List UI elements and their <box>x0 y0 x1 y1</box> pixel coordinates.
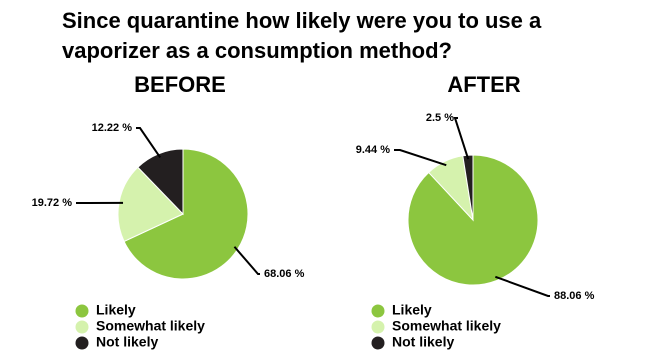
pie-slice <box>123 148 249 280</box>
legend-swatch <box>75 304 89 318</box>
leader-line <box>453 117 470 160</box>
data-label: 68.06 % <box>264 268 305 280</box>
leader-line <box>495 275 550 297</box>
leader-line <box>136 127 161 159</box>
data-label: 12.22 % <box>92 122 133 134</box>
data-label: 88.06 % <box>554 290 595 302</box>
data-label: 19.72 % <box>32 197 73 209</box>
legend-label: Not likely <box>392 334 454 350</box>
legend-label: Likely <box>96 302 136 318</box>
legend-label: Somewhat likely <box>96 318 205 334</box>
legend-swatch <box>371 304 385 318</box>
legend-swatch <box>75 336 89 350</box>
data-label: 9.44 % <box>356 144 390 156</box>
legend-label: Likely <box>392 302 432 318</box>
leader-line <box>233 246 260 275</box>
data-label: 2.5 % <box>426 112 454 124</box>
page-title: Since quarantine how likely were you to … <box>62 8 542 63</box>
legend-swatch <box>75 320 89 334</box>
pie-title: AFTER <box>447 72 520 97</box>
legend-swatch <box>371 320 385 334</box>
legend-label: Not likely <box>96 334 158 350</box>
pie-title: BEFORE <box>134 72 226 97</box>
legend-swatch <box>371 336 385 350</box>
leader-line <box>394 149 447 167</box>
legend-label: Somewhat likely <box>392 318 501 334</box>
